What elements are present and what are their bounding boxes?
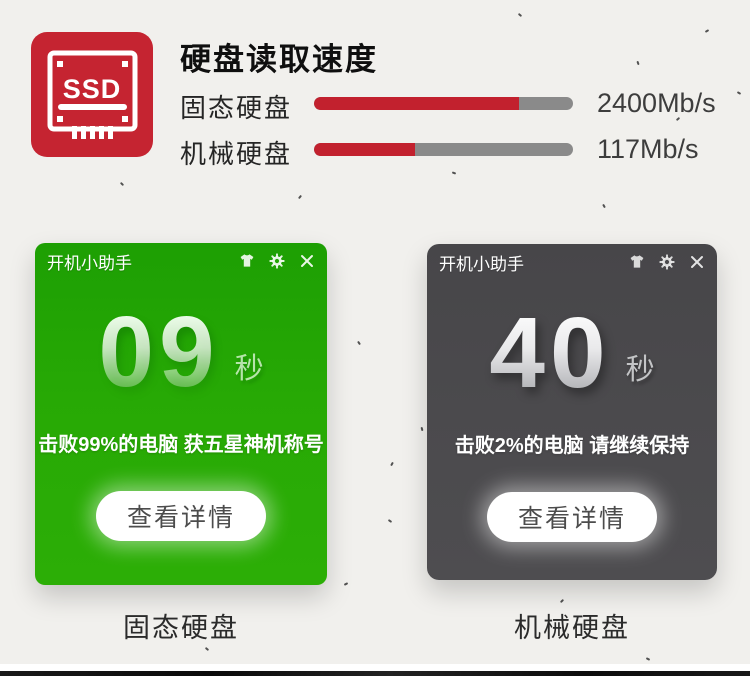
speed-bar-ssd-fill bbox=[314, 97, 519, 110]
caption-hdd: 机械硬盘 bbox=[514, 613, 630, 643]
ssd-icon-label: SSD bbox=[63, 74, 122, 104]
speed-bar-ssd bbox=[314, 97, 573, 110]
speed-bar-hdd bbox=[314, 143, 573, 156]
section-title: 硬盘读取速度 bbox=[180, 42, 378, 77]
boot-seconds-row: 40 秒 bbox=[427, 297, 717, 409]
titlebar: 开机小助手 bbox=[35, 243, 327, 279]
boot-seconds-value: 40 bbox=[489, 297, 611, 409]
boot-rank-text: 击败99%的电脑 获五星神机称号 bbox=[38, 434, 324, 456]
settings-icon[interactable] bbox=[659, 254, 675, 270]
boot-seconds-value: 09 bbox=[98, 296, 220, 408]
speed-value-hdd: 117Mb/s bbox=[597, 134, 699, 164]
speed-bar-hdd-fill bbox=[314, 143, 415, 156]
titlebar-icons bbox=[239, 253, 315, 269]
close-icon[interactable] bbox=[689, 254, 705, 270]
window-boot-assistant-hdd: 开机小助手 bbox=[427, 244, 717, 580]
skin-icon[interactable] bbox=[629, 254, 645, 270]
settings-icon[interactable] bbox=[269, 253, 285, 269]
speed-row-hdd: 机械硬盘 117Mb/s bbox=[180, 134, 725, 169]
boot-seconds-unit: 秒 bbox=[625, 354, 655, 386]
window-title: 开机小助手 bbox=[439, 254, 524, 274]
caption-ssd: 固态硬盘 bbox=[123, 613, 239, 643]
speed-row-ssd: 固态硬盘 2400Mb/s bbox=[180, 88, 725, 123]
view-details-button[interactable]: 查看详情 bbox=[487, 492, 657, 542]
speed-value-ssd: 2400Mb/s bbox=[597, 88, 716, 118]
boot-seconds-unit: 秒 bbox=[234, 353, 264, 385]
skin-icon[interactable] bbox=[239, 253, 255, 269]
boot-rank-text: 击败2%的电脑 请继续保持 bbox=[454, 435, 690, 457]
footer-black-strip bbox=[0, 671, 750, 676]
view-details-button[interactable]: 查看详情 bbox=[96, 491, 266, 541]
speed-label-hdd: 机械硬盘 bbox=[180, 139, 293, 169]
footer-white-strip bbox=[0, 664, 750, 671]
titlebar: 开机小助手 bbox=[427, 244, 717, 280]
boot-seconds-row: 09 秒 bbox=[35, 296, 327, 408]
close-icon[interactable] bbox=[299, 253, 315, 269]
window-boot-assistant-ssd: 开机小助手 bbox=[35, 243, 327, 585]
ssd-drive-icon: SSD bbox=[31, 32, 153, 157]
titlebar-icons bbox=[629, 254, 705, 270]
window-title: 开机小助手 bbox=[47, 253, 132, 273]
speed-label-ssd: 固态硬盘 bbox=[180, 93, 293, 123]
